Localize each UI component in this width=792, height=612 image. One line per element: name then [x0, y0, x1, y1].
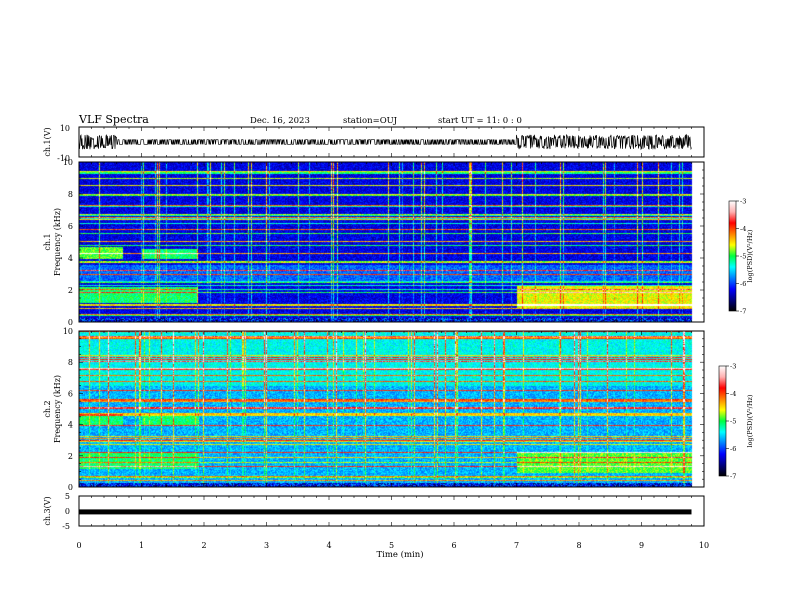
- ch3-ytick-middle: 0: [65, 507, 70, 516]
- colorbar-tick-label: -3: [740, 198, 746, 206]
- frequency-tick-label: 0: [68, 483, 73, 492]
- ch3-waveform-panel: 5 0 -5 ch.3(V): [43, 492, 705, 531]
- ch2-spectrogram-image-holder: [79, 331, 704, 487]
- ch1-spectrogram-ylabel-channel: ch.1: [43, 233, 52, 250]
- ch1-spectrogram-panel: 0 2 4 6 8 10 ch.1 Frequency (kHz): [43, 158, 705, 327]
- colorbar-tick-label: -4: [730, 390, 736, 398]
- colorbar-tick-label: -3: [730, 363, 736, 371]
- ch1-spectrogram-ytick-labels: 0 2 4 6 8 10: [63, 158, 73, 327]
- ch1-spectrogram-canvas: [79, 162, 704, 322]
- time-tick-label: 6: [451, 541, 456, 550]
- ch2-spectrogram-ticks: [78, 330, 705, 488]
- ch1-colorbar-label: log(PSD)(V²/Hz): [746, 229, 754, 282]
- ch3-ytick-bottom: -5: [62, 522, 70, 531]
- ch1-colorbar: -3 -4 -5 -6 -7 log(PSD)(V²/Hz): [728, 198, 754, 316]
- colorbar-tick-label: -5: [730, 418, 736, 426]
- time-tick-label: 10: [699, 541, 709, 550]
- ch2-spectrogram-ylabel-channel: ch.2: [43, 400, 52, 417]
- time-axis-tick-labels: 0 1 2 3 4 5 6 7 8 9 10: [76, 541, 709, 550]
- ch1-spectrogram-image-holder: [79, 162, 704, 322]
- ch1-ytick-top: 10: [60, 124, 70, 133]
- colorbar-tick-label: -7: [730, 473, 736, 481]
- colorbar-tick-label: -7: [740, 308, 746, 316]
- station-label: station=OUJ: [343, 116, 398, 126]
- colorbar-tick-label: -6: [730, 445, 736, 453]
- ch2-colorbar-label: log(PSD)(V²/Hz): [746, 394, 754, 447]
- ch1-waveform-ticks: [78, 127, 705, 157]
- time-tick-label: 2: [201, 541, 206, 550]
- ch1-waveform-panel: 10 -10 ch.1(V): [43, 124, 705, 163]
- colorbar-tick-label: -4: [740, 225, 746, 233]
- ch1-colorbar-gradient: [728, 200, 737, 312]
- time-tick-label: 4: [326, 541, 331, 550]
- ch2-colorbar-ticks: -3 -4 -5 -6 -7: [726, 363, 736, 481]
- ch2-spectrogram-ylabel-frequency: Frequency (kHz): [53, 375, 62, 443]
- frequency-tick-label: 2: [68, 286, 73, 295]
- frequency-tick-label: 2: [68, 452, 73, 461]
- frequency-tick-label: 8: [68, 358, 73, 367]
- ch3-waveform-trace: [79, 509, 692, 515]
- ch1-ytick-bottom: -10: [57, 154, 70, 163]
- frequency-tick-label: 8: [68, 190, 73, 199]
- ch3-waveform-ticks: [78, 496, 705, 526]
- time-tick-label: 1: [139, 541, 144, 550]
- frequency-tick-label: 10: [63, 327, 73, 336]
- ch1-spectrogram-ylabel-frequency: Frequency (kHz): [53, 208, 62, 276]
- time-tick-label: 5: [389, 541, 394, 550]
- ch2-spectrogram-canvas: [79, 331, 704, 487]
- frequency-tick-label: 4: [68, 254, 73, 263]
- frequency-tick-label: 0: [68, 318, 73, 327]
- time-tick-label: 7: [514, 541, 519, 550]
- frequency-tick-label: 4: [68, 421, 73, 430]
- colorbar-tick-label: -6: [740, 280, 746, 288]
- time-tick-label: 0: [76, 541, 81, 550]
- frequency-tick-label: 6: [68, 222, 73, 231]
- ch1-waveform-trace: [78, 133, 692, 151]
- time-tick-label: 8: [576, 541, 581, 550]
- start-time-label: start UT = 11: 0 : 0: [438, 116, 522, 126]
- ch2-colorbar: -3 -4 -5 -6 -7 log(PSD)(V²/Hz): [718, 363, 754, 481]
- time-tick-label: 3: [264, 541, 269, 550]
- frequency-tick-label: 10: [63, 158, 73, 167]
- date-label: Dec. 16, 2023: [250, 116, 310, 126]
- figure-title: VLF Spectra: [78, 113, 149, 126]
- ch3-ytick-top: 5: [65, 492, 70, 501]
- time-axis-label: Time (min): [376, 549, 423, 560]
- frequency-tick-label: 6: [68, 389, 73, 398]
- ch1-waveform-ylabel: ch.1(V): [43, 127, 52, 156]
- ch2-colorbar-gradient: [718, 365, 727, 477]
- colorbar-tick-label: -5: [740, 253, 746, 261]
- ch2-spectrogram-ytick-labels: 0 2 4 6 8 10: [63, 327, 73, 492]
- ch1-spectrogram-ticks: [78, 161, 705, 323]
- ch3-waveform-ylabel: ch.3(V): [43, 496, 52, 525]
- ch2-spectrogram-panel: 0 2 4 6 8 10 ch.2 Frequency (kHz): [43, 327, 705, 492]
- ch1-colorbar-ticks: -3 -4 -5 -6 -7: [736, 198, 746, 316]
- time-tick-label: 9: [639, 541, 644, 550]
